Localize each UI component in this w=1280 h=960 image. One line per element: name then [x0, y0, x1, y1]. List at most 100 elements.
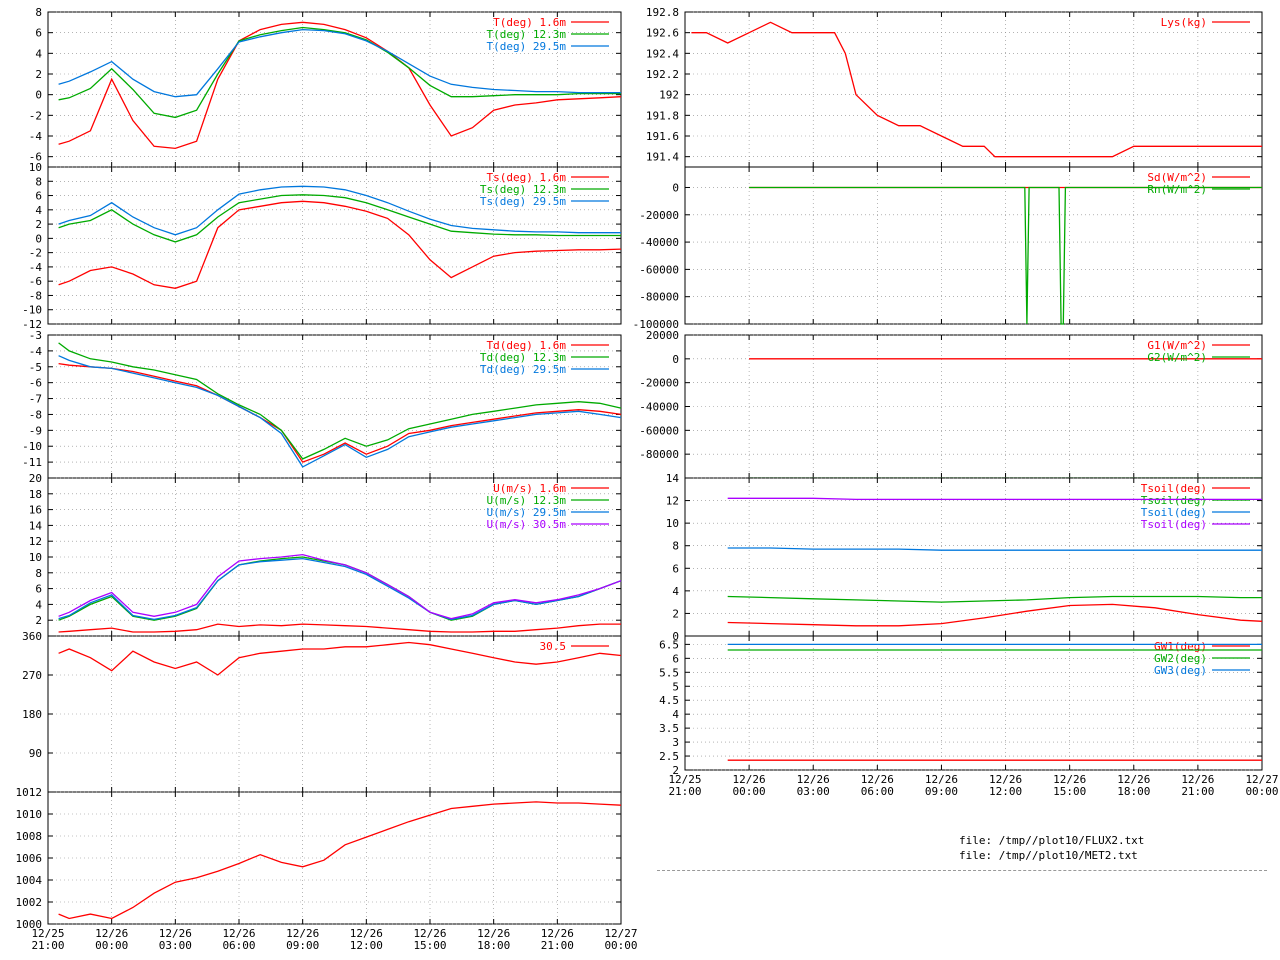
- x-axis-left-label: 09:00: [286, 939, 319, 952]
- series-line-U-3: [58, 553, 622, 620]
- y-tick-label: 12: [666, 495, 679, 508]
- legend-label: Td(deg) 29.5m: [480, 363, 566, 376]
- x-axis-right-label: 12/26: [1181, 773, 1214, 786]
- y-tick-label: 10: [666, 517, 679, 530]
- y-tick-label: 2.5: [659, 750, 679, 763]
- x-axis-left-label: 12/26: [541, 927, 574, 940]
- file-label-flux: file: /tmp//plot10/FLUX2.txt: [959, 834, 1145, 847]
- y-tick-label: 20: [29, 472, 42, 485]
- x-axis-right-label: 00:00: [733, 785, 766, 798]
- series-line-P-0: [58, 801, 622, 920]
- legend-label: U(m/s) 29.5m: [487, 506, 567, 519]
- legend-label: Td(deg) 1.6m: [487, 339, 567, 352]
- chart-panel-Td: -11-10-9-8-7-6-5-4-3Td(deg) 1.6mTd(deg) …: [22, 329, 622, 479]
- series-line-Ts-2: [58, 185, 621, 236]
- y-tick-label: -10: [22, 440, 42, 453]
- y-tick-label: 4: [672, 708, 679, 721]
- file-label-met: file: /tmp//plot10/MET2.txt: [959, 849, 1138, 862]
- series-line-Rad-1: [749, 186, 1262, 325]
- y-tick-label: 4: [35, 47, 42, 60]
- y-tick-label: 4.5: [659, 694, 679, 707]
- chart-panel-Tsoil: 02468101214Tsoil(deg)Tsoil(deg)Tsoil(deg…: [666, 472, 1263, 643]
- y-tick-label: -80000: [639, 448, 679, 461]
- y-tick-label: 12: [29, 535, 42, 548]
- x-axis-left-label: 00:00: [95, 939, 128, 952]
- legend-label: Rn(W/m^2): [1147, 183, 1207, 196]
- series-line-Tsoil-2: [727, 547, 1262, 551]
- legend-label: T(deg) 1.6m: [493, 16, 566, 29]
- legend-label: Tsoil(deg): [1141, 494, 1207, 507]
- x-axis-left-label: 15:00: [413, 939, 446, 952]
- y-tick-label: 3.5: [659, 722, 679, 735]
- y-tick-label: -2: [29, 247, 42, 260]
- y-tick-label: 2: [35, 218, 42, 231]
- y-tick-label: 6: [672, 562, 679, 575]
- x-axis-left-label: 12/26: [222, 927, 255, 940]
- x-axis-right-label: 12/26: [733, 773, 766, 786]
- x-axis-right-label: 09:00: [925, 785, 958, 798]
- y-tick-label: 1002: [16, 896, 43, 909]
- plot-frame: [47, 791, 622, 925]
- legend-label: G1(W/m^2): [1147, 339, 1207, 352]
- plot-frame: [47, 477, 622, 637]
- legend-label: Tsoil(deg): [1141, 518, 1207, 531]
- legend-label: Sd(W/m^2): [1147, 171, 1207, 184]
- y-tick-label: 90: [29, 747, 42, 760]
- y-tick-label: 16: [29, 504, 42, 517]
- chart-panel-Rad: -100000 -80000 -60000 -40000 -20000 0 Sd(W/m^2…: [633, 166, 1263, 331]
- y-tick-label: -6: [29, 275, 42, 288]
- legend-label: G2(W/m^2): [1147, 351, 1207, 364]
- legend-label: GW3(deg): [1154, 664, 1207, 677]
- x-axis-left-label: 12/26: [413, 927, 446, 940]
- y-tick-label: 1010: [16, 808, 43, 821]
- x-axis-left-label: 12/26: [350, 927, 383, 940]
- y-tick-label: 5.5: [659, 666, 679, 679]
- legend-label: Lys(kg): [1161, 16, 1207, 29]
- y-tick-label: 8: [35, 6, 42, 19]
- legend-label: Ts(deg) 12.3m: [480, 183, 566, 196]
- y-tick-label: -11: [22, 456, 42, 469]
- y-tick-label: -5: [29, 361, 42, 374]
- series-line-T-2: [58, 28, 621, 98]
- y-tick-label: 1000: [16, 918, 43, 931]
- plot-frame: [684, 166, 1263, 325]
- legend-label: T(deg) 12.3m: [487, 28, 567, 41]
- y-tick-label: 0: [35, 232, 42, 245]
- y-tick-label: 4: [35, 204, 42, 217]
- x-axis-right-label: 12:00: [989, 785, 1022, 798]
- chart-panel-Lys: 191.4 191.6 191.8 192 192.2 192.4 192.6 192.8 Ly…: [646, 6, 1263, 168]
- x-axis-right-label: 12/26: [1117, 773, 1150, 786]
- y-tick-label: 3: [672, 736, 679, 749]
- y-tick-label: -2: [29, 109, 42, 122]
- series-line-Td-1: [58, 342, 622, 460]
- y-tick-label: 2: [672, 764, 679, 777]
- x-axis-right-label: 12/25: [668, 773, 701, 786]
- chart-panel-dir: 90 180 270 360 30.5: [22, 630, 622, 793]
- y-tick-label: 191.8: [646, 109, 679, 122]
- y-tick-label: 6: [35, 190, 42, 203]
- x-axis-right-label: 12/26: [1053, 773, 1086, 786]
- x-axis-left-label: 12/26: [286, 927, 319, 940]
- y-tick-label: -20000: [639, 377, 679, 390]
- y-tick-label: -60000: [639, 263, 679, 276]
- x-axis-left-label: 21:00: [31, 939, 64, 952]
- y-tick-label: 2: [35, 614, 42, 627]
- y-tick-label: 4: [672, 585, 679, 598]
- chart-panel-GW: 22.533.544.555.566.5 GW1(deg)GW2(deg)GW3(…: [659, 635, 1263, 777]
- y-tick-label: 360: [22, 630, 42, 643]
- y-tick-label: 1004: [16, 874, 43, 887]
- x-axis-left-label: 00:00: [604, 939, 637, 952]
- series-line-Td-2: [58, 355, 622, 468]
- series-line-Lys-0: [691, 21, 1262, 158]
- y-tick-label: 8: [672, 540, 679, 553]
- y-tick-label: -100000: [633, 318, 679, 331]
- x-axis-left-label: 12:00: [350, 939, 383, 952]
- series-line-Ts-1: [58, 194, 621, 243]
- y-tick-label: 6: [35, 583, 42, 596]
- plot-frame: [684, 11, 1263, 168]
- x-axis-left-label: 12/26: [477, 927, 510, 940]
- x-axis-right-label: 15:00: [1053, 785, 1086, 798]
- series-line-U-0: [58, 623, 621, 633]
